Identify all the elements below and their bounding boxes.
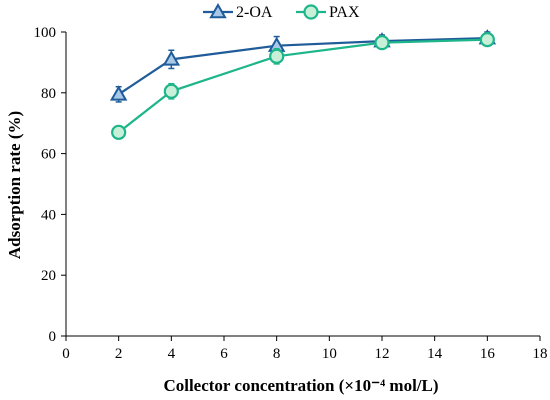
y-tick-label: 40: [41, 207, 56, 223]
series-layer: [109, 29, 497, 140]
x-tick-label: 16: [480, 346, 496, 362]
y-tick-label: 0: [49, 329, 57, 345]
data-point: [374, 35, 390, 51]
x-tick-label: 12: [375, 346, 390, 362]
x-tick-label: 8: [273, 346, 281, 362]
legend-marker: [209, 2, 227, 19]
data-point: [269, 48, 285, 64]
legend-item-1: 2-OA: [203, 2, 273, 21]
x-tick-label: 2: [115, 346, 123, 362]
data-point: [162, 50, 181, 66]
series-2: [111, 31, 495, 140]
data-point: [479, 31, 495, 48]
legend-label: 2-OA: [236, 4, 273, 21]
x-tick-label: 6: [220, 346, 228, 362]
legend-label: PAX: [329, 4, 360, 21]
y-axis-title: Adsorption rate (%): [5, 111, 24, 259]
data-point: [163, 83, 179, 99]
legend-marker: [303, 4, 319, 20]
y-tick-label: 80: [41, 86, 56, 102]
x-tick-label: 10: [322, 346, 337, 362]
legend: 2-OA PAX: [203, 2, 360, 21]
x-tick-label: 0: [62, 346, 70, 362]
legend-item-2: PAX: [296, 4, 360, 21]
y-tick-label: 60: [41, 147, 56, 163]
y-tick-label: 100: [34, 25, 57, 41]
x-tick-label: 4: [168, 346, 176, 362]
y-tick-label: 20: [41, 268, 56, 284]
x-tick-label: 18: [533, 346, 548, 362]
data-point: [109, 85, 128, 101]
x-axis-title: Collector concentration (×10⁻⁴ mol/L): [163, 376, 438, 395]
data-point: [111, 124, 127, 140]
x-tick-label: 14: [427, 346, 443, 362]
axes: 0 2 4 6 8 10 12 14 16 18 0 20 40 60 80 100: [34, 25, 548, 362]
